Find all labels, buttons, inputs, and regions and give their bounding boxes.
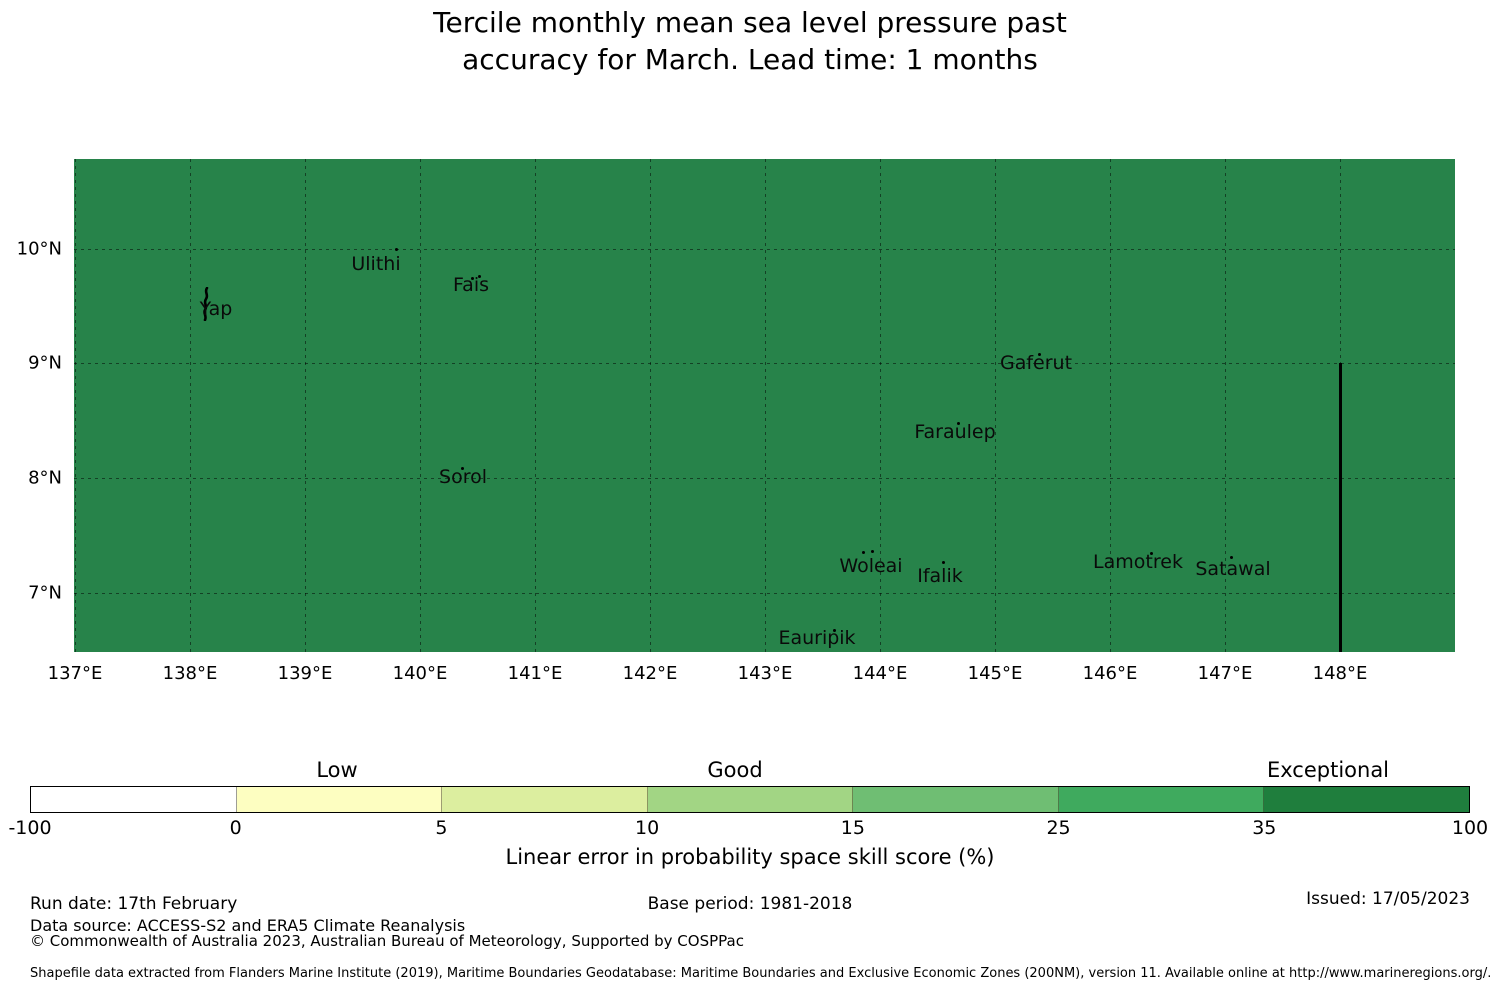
colorbar-tick-label: 100 — [1451, 817, 1489, 839]
map-gridline-vertical — [650, 159, 651, 652]
colorbar-axis-label: Linear error in probability space skill … — [505, 845, 995, 869]
colorbar-tick-label: 15 — [840, 817, 865, 839]
colorbar-tick-label: 5 — [435, 817, 448, 839]
island-label: Lamotrek — [1093, 551, 1183, 573]
island-label: Ulithi — [351, 253, 401, 275]
figure-title-line2: accuracy for March. Lead time: 1 months — [462, 43, 1038, 76]
island-label: Sorol — [439, 466, 487, 488]
colorbar-segment — [31, 787, 237, 812]
island-dot — [395, 248, 398, 251]
map-gridline-horizontal — [74, 363, 1455, 364]
colorbar-tick-label: 35 — [1252, 817, 1277, 839]
x-tick-label: 142°E — [622, 663, 678, 684]
island-label: Fais — [452, 274, 490, 296]
map-gridline-vertical — [880, 159, 881, 652]
map-gridline-vertical — [305, 159, 306, 652]
x-tick-label: 140°E — [392, 663, 448, 684]
island-label: Gaferut — [999, 352, 1073, 374]
island-dot — [471, 277, 474, 280]
island-dot — [833, 629, 836, 632]
map-gridline-vertical — [190, 159, 191, 652]
y-tick-label: 7°N — [28, 582, 62, 604]
copyright-text: © Commonwealth of Australia 2023, Austra… — [30, 932, 744, 950]
colorbar-category-label: Good — [707, 758, 763, 782]
map-gridline-vertical — [995, 159, 996, 652]
x-tick-label: 148°E — [1312, 663, 1368, 684]
issued-date-text: Issued: 17/05/2023 — [1306, 889, 1470, 909]
x-tick-label: 139°E — [277, 663, 333, 684]
run-date-text: Run date: 17th February — [30, 894, 238, 914]
yap-island-icon — [203, 287, 209, 321]
island-label: Yap — [199, 298, 233, 320]
x-tick-label: 147°E — [1197, 663, 1253, 684]
map-gridline-horizontal — [74, 478, 1455, 479]
x-tick-label: 137°E — [47, 663, 103, 684]
island-dot — [478, 275, 481, 278]
x-tick-label: 143°E — [737, 663, 793, 684]
colorbar-tick-label: -100 — [8, 817, 52, 839]
x-tick-label: 145°E — [967, 663, 1023, 684]
map-gridline-vertical — [1110, 159, 1111, 652]
colorbar-category-label: Low — [316, 758, 358, 782]
map-gridline-vertical — [535, 159, 536, 652]
island-dot — [942, 561, 945, 564]
island-label: Satawal — [1195, 558, 1271, 580]
colorbar-segment — [853, 787, 1059, 812]
island-dot — [461, 467, 464, 470]
colorbar-segment — [647, 787, 854, 812]
figure-title-line1: Tercile monthly mean sea level pressure … — [433, 6, 1067, 39]
island-dot — [862, 551, 865, 554]
colorbar — [30, 786, 1470, 813]
island-dot — [957, 422, 960, 425]
colorbar-segment — [1058, 787, 1265, 812]
map-gridline-vertical — [765, 159, 766, 652]
colorbar-segment — [442, 787, 648, 812]
y-tick-label: 9°N — [28, 352, 62, 374]
island-label: Woleai — [839, 555, 903, 577]
colorbar-tick-label: 0 — [229, 817, 242, 839]
colorbar-category-label: Exceptional — [1266, 758, 1390, 782]
map-gridline-horizontal — [74, 249, 1455, 250]
base-period-text: Base period: 1981-2018 — [647, 894, 853, 914]
island-dot — [1150, 552, 1153, 555]
map-gridline-horizontal — [74, 593, 1455, 594]
colorbar-tick-label: 25 — [1046, 817, 1071, 839]
island-label: Eauripik — [778, 627, 856, 649]
colorbar-segment — [236, 787, 443, 812]
shapefile-note-text: Shapefile data extracted from Flanders M… — [30, 966, 1492, 981]
map-gridline-vertical — [1340, 159, 1341, 652]
map-gridline-vertical — [75, 159, 76, 652]
x-tick-label: 146°E — [1082, 663, 1138, 684]
colorbar-tick-label: 10 — [635, 817, 660, 839]
y-tick-label: 8°N — [28, 467, 62, 489]
data-source-text: Data source: ACCESS-S2 and ERA5 Climate … — [30, 916, 466, 935]
x-tick-label: 144°E — [852, 663, 908, 684]
island-dot — [1038, 353, 1041, 356]
figure-title: Tercile monthly mean sea level pressure … — [0, 4, 1500, 78]
x-tick-label: 138°E — [162, 663, 218, 684]
map-gridline-vertical — [420, 159, 421, 652]
island-dot — [1230, 556, 1233, 559]
x-tick-label: 141°E — [507, 663, 563, 684]
island-label: Ifalik — [917, 565, 963, 587]
island-dot — [871, 550, 874, 553]
map-plot: Yap Ulithi Fais Sorol Gaferut Faraulep Woleai I… — [74, 159, 1455, 652]
colorbar-segment — [1264, 787, 1470, 812]
island-label: Faraulep — [914, 421, 996, 443]
y-tick-label: 10°N — [16, 238, 62, 260]
map-gridline-vertical — [1225, 159, 1226, 652]
